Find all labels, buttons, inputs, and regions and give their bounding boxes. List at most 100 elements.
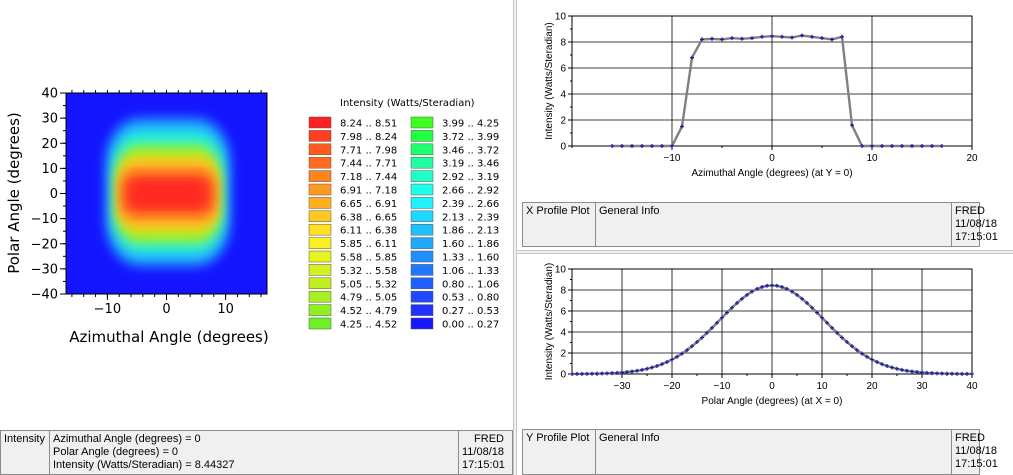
data-point xyxy=(680,124,684,129)
heatmap-ylabel: Polar Angle (degrees) xyxy=(5,112,23,274)
data-point xyxy=(690,55,694,60)
legend-label: 2.13 .. 2.39 xyxy=(442,212,499,223)
x-profile-panel: 0 2 4 6 8 10 −10 0 10 20 Azimuthal Angle (degrees)… xyxy=(517,0,1013,250)
status-main-time: 17:15:01 xyxy=(462,459,505,471)
data-point xyxy=(795,292,799,297)
data-point xyxy=(960,371,964,376)
data-point xyxy=(805,301,809,306)
legend-label: 5.05 .. 5.32 xyxy=(340,279,397,290)
status-bar-main: Intensity Azimuthal Angle (degrees) = 0 … xyxy=(0,430,513,475)
data-point xyxy=(670,357,674,362)
y-tick-label: 10 xyxy=(555,12,567,23)
legend-label: 3.46 .. 3.72 xyxy=(442,145,499,156)
data-point xyxy=(690,344,694,349)
data-point xyxy=(700,37,704,42)
legend-swatch xyxy=(308,290,332,303)
legend-swatch xyxy=(410,290,434,303)
legend: 8.24 .. 8.51 7.98 .. 8.24 7.71 .. 7.98 7.44… xyxy=(308,116,499,331)
legend-swatch xyxy=(308,156,332,169)
legend-label: 6.11 .. 6.38 xyxy=(340,226,397,237)
legend-swatch xyxy=(308,210,332,223)
data-point xyxy=(645,366,649,371)
x-tick-label: −10 xyxy=(664,153,681,164)
legend-label: 6.38 .. 6.65 xyxy=(340,212,397,223)
data-point xyxy=(650,144,654,148)
status-bar-x: X Profile Plot General Info FRED 11/08/1… xyxy=(522,202,998,247)
x-axis-label: Polar Angle (degrees) (at X = 0) xyxy=(702,396,843,407)
data-point xyxy=(825,320,829,325)
data-point xyxy=(870,357,874,362)
legend-swatch xyxy=(308,250,332,263)
legend-swatch xyxy=(410,156,434,169)
data-point xyxy=(615,370,619,375)
heatmap-y-tick-label: 40 xyxy=(41,87,58,102)
data-point xyxy=(705,330,709,335)
x-tick-label: −10 xyxy=(714,381,731,392)
data-point xyxy=(675,354,679,359)
data-point xyxy=(710,325,714,330)
legend-swatch xyxy=(410,317,434,330)
legend-label: 4.52 .. 4.79 xyxy=(340,306,397,317)
heatmap-y-tick-label: −20 xyxy=(31,237,58,252)
data-point xyxy=(790,35,794,40)
status-y-time: 17:15:01 xyxy=(955,458,998,470)
data-point xyxy=(800,296,804,301)
y-axis-label: Intensity (Watts/Steradian) xyxy=(544,22,555,139)
legend-label: 7.98 .. 8.24 xyxy=(340,132,397,143)
legend-swatch xyxy=(308,143,332,156)
legend-swatch xyxy=(410,143,434,156)
legend-label: 0.80 .. 1.06 xyxy=(442,279,499,290)
intensity-map-svg: −10 0 10 40 30 20 10 0 −10 −20 −30 −40 Azimuthal An… xyxy=(5,87,499,347)
legend-swatch xyxy=(410,304,434,316)
legend-swatch xyxy=(410,197,434,209)
data-point xyxy=(570,371,574,376)
horizontal-splitter[interactable] xyxy=(517,250,1013,254)
data-point xyxy=(710,36,714,41)
data-point xyxy=(920,144,924,148)
legend-label: 7.44 .. 7.71 xyxy=(340,159,397,170)
legend-label: 5.58 .. 5.85 xyxy=(340,253,397,264)
legend-swatch xyxy=(410,170,434,182)
x-tick-label: −20 xyxy=(664,381,681,392)
y-tick-label: 4 xyxy=(560,328,566,339)
y-profile-chart[interactable]: 0 2 4 6 8 10 −30 −20 −10 0 10 20 30 40 Polar Angle (de… xyxy=(517,254,1013,429)
x-profile-chart[interactable]: 0 2 4 6 8 10 −10 0 10 20 Azimuthal Angle (degrees)… xyxy=(517,0,1013,202)
status-y-stamp: FRED 11/08/18 17:15:01 xyxy=(952,430,998,474)
data-point xyxy=(655,363,659,368)
data-point xyxy=(665,360,669,365)
series-line xyxy=(612,34,942,148)
data-point xyxy=(585,371,589,376)
data-point xyxy=(940,371,944,376)
legend-label: 5.32 .. 5.58 xyxy=(340,266,397,277)
status-x-label: X Profile Plot xyxy=(523,203,596,246)
data-point xyxy=(890,365,894,370)
legend-swatch xyxy=(410,130,434,142)
data-point xyxy=(860,144,864,148)
data-point xyxy=(885,363,889,368)
data-point xyxy=(670,144,674,148)
heatmap-y-tick-label: 30 xyxy=(41,112,58,127)
status-main-line: Azimuthal Angle (degrees) = 0 xyxy=(53,433,201,445)
data-point xyxy=(815,310,819,315)
data-point xyxy=(860,351,864,356)
y-tick-label: 0 xyxy=(560,370,566,381)
legend-title: Intensity (Watts/Steradian) xyxy=(340,98,475,109)
x-tick-label: 10 xyxy=(866,153,878,164)
data-point xyxy=(830,37,834,42)
data-point xyxy=(740,36,744,41)
data-point xyxy=(770,34,774,39)
data-point xyxy=(595,371,599,376)
status-main-values: Azimuthal Angle (degrees) = 0 Polar Angl… xyxy=(50,431,459,474)
status-x-date: 11/08/18 xyxy=(955,218,998,230)
legend-swatch xyxy=(308,304,332,316)
status-main-stamp: FRED 11/08/18 17:15:01 xyxy=(459,431,512,474)
data-point xyxy=(800,33,804,38)
x-tick-label: 40 xyxy=(966,381,978,392)
legend-swatch xyxy=(308,130,332,142)
data-point xyxy=(610,371,614,376)
legend-label: 0.53 .. 0.80 xyxy=(442,293,499,304)
legend-swatch xyxy=(308,223,332,236)
status-y-label: Y Profile Plot xyxy=(523,430,596,474)
vertical-splitter[interactable] xyxy=(513,0,517,475)
data-point xyxy=(935,371,939,376)
